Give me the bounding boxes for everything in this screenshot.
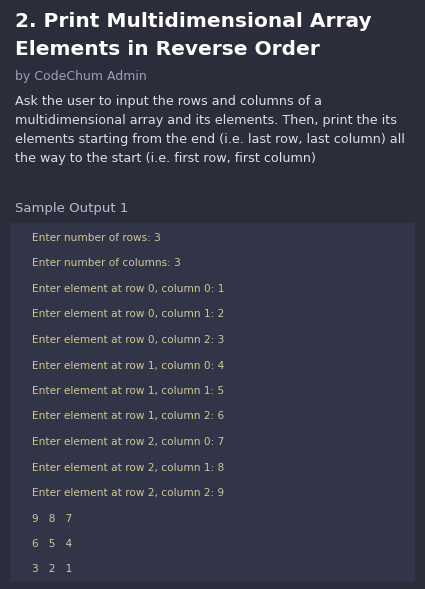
Text: Enter element at row 0, column 0: 1: Enter element at row 0, column 0: 1 — [32, 284, 224, 294]
Text: Enter element at row 2, column 1: 8: Enter element at row 2, column 1: 8 — [32, 462, 224, 472]
Text: Enter element at row 1, column 0: 4: Enter element at row 1, column 0: 4 — [32, 360, 224, 370]
Text: elements starting from the end (i.e. last row, last column) all: elements starting from the end (i.e. las… — [15, 133, 405, 146]
Text: Enter element at row 1, column 1: 5: Enter element at row 1, column 1: 5 — [32, 386, 224, 396]
Text: Enter number of columns: 3: Enter number of columns: 3 — [32, 259, 181, 269]
Text: by CodeChum Admin: by CodeChum Admin — [15, 70, 147, 83]
Text: Enter element at row 0, column 2: 3: Enter element at row 0, column 2: 3 — [32, 335, 224, 345]
Bar — [10, 223, 415, 582]
Text: 2. Print Multidimensional Array: 2. Print Multidimensional Array — [15, 12, 371, 31]
Text: Enter element at row 0, column 1: 2: Enter element at row 0, column 1: 2 — [32, 309, 224, 319]
Text: multidimensional array and its elements. Then, print the its: multidimensional array and its elements.… — [15, 114, 397, 127]
Text: Enter number of rows: 3: Enter number of rows: 3 — [32, 233, 161, 243]
Text: Sample Output 1: Sample Output 1 — [15, 202, 128, 215]
Text: 9   8   7: 9 8 7 — [32, 514, 72, 524]
Text: 3   2   1: 3 2 1 — [32, 564, 72, 574]
Text: Ask the user to input the rows and columns of a: Ask the user to input the rows and colum… — [15, 95, 322, 108]
Text: the way to the start (i.e. first row, first column): the way to the start (i.e. first row, fi… — [15, 152, 316, 165]
Text: 6   5   4: 6 5 4 — [32, 539, 72, 549]
Text: Enter element at row 2, column 0: 7: Enter element at row 2, column 0: 7 — [32, 437, 224, 447]
Text: Enter element at row 2, column 2: 9: Enter element at row 2, column 2: 9 — [32, 488, 224, 498]
Text: Elements in Reverse Order: Elements in Reverse Order — [15, 40, 320, 59]
Text: Enter element at row 1, column 2: 6: Enter element at row 1, column 2: 6 — [32, 412, 224, 422]
